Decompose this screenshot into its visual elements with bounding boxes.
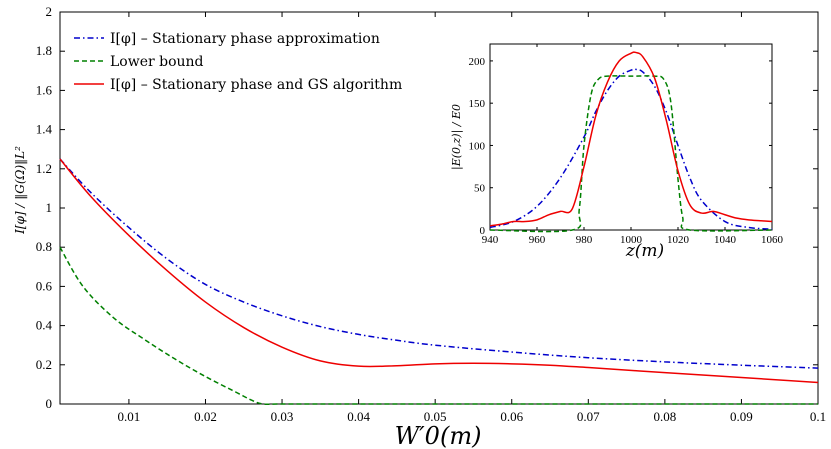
main-x-tick-label: 0.05 [424, 409, 447, 424]
legend-label-stationary: I[φ] – Stationary phase approximation [110, 31, 380, 47]
main-y-tick-label: 0.6 [36, 278, 53, 293]
inset-x-tick-label: 1060 [761, 234, 784, 246]
main-x-tick-label: 0.02 [194, 409, 217, 424]
main-series-1-line [59, 246, 818, 406]
main-y-axis-label: I[φ] / ‖G(Ω)‖L² [13, 146, 27, 235]
inset-x-axis-label: z(m) [625, 241, 664, 261]
main-y-tick-label: 0 [46, 396, 53, 411]
main-series [59, 158, 819, 406]
legend: I[φ] – Stationary phase approximation Lo… [74, 31, 402, 93]
main-y-tick-label: 2 [46, 4, 53, 19]
main-ticks: 0.01 0.02 0.03 0.04 0.05 0.06 0.07 0.08 0.09 0.1 0… [36, 4, 826, 424]
inset-series-1-line [489, 75, 773, 233]
inset-x-tick-label: 940 [482, 234, 499, 246]
inset-x-tick-label: 1040 [714, 234, 737, 246]
main-x-tick-label: 0.01 [118, 409, 141, 424]
inset-plot-frame [489, 43, 773, 231]
main-y-tick-label: 1.8 [36, 43, 52, 58]
inset-series [489, 51, 773, 233]
inset-y-axis-label: |E(0,z)| / E0 [450, 104, 464, 170]
main-y-tick-label: 0.8 [36, 239, 52, 254]
inset-x-tick-label: 1000 [620, 234, 643, 246]
main-y-tick-label: 1.4 [36, 122, 53, 137]
legend-label-gs: I[φ] – Stationary phase and GS algorithm [110, 77, 402, 93]
main-y-tick-label: 0.2 [36, 357, 52, 372]
inset-y-tick-label: 100 [469, 140, 486, 152]
main-x-tick-label: 0.08 [653, 409, 676, 424]
inset-y-tick-label: 200 [469, 56, 486, 68]
main-x-tick-label: 0.09 [730, 409, 753, 424]
inset-series-0-line [489, 68, 773, 230]
main-x-tick-label: 0.03 [271, 409, 294, 424]
inset-y-tick-label: 50 [474, 183, 486, 195]
main-x-tick-label: 0.07 [577, 409, 600, 424]
inset-x-tick-label: 1020 [667, 234, 690, 246]
legend-label-lower: Lower bound [110, 54, 204, 70]
main-x-tick-label: 0.1 [810, 409, 826, 424]
main-x-tick-label: 0.06 [500, 409, 523, 424]
main-x-tick-label: 0.04 [347, 409, 370, 424]
main-series-2-line [59, 158, 819, 384]
inset-x-tick-label: 980 [576, 234, 593, 246]
inset-series-2-line [489, 51, 773, 227]
inset-y-tick-label: 0 [480, 225, 486, 237]
main-y-tick-label: 1 [46, 200, 53, 215]
main-x-axis-label: W′0(m) [395, 422, 482, 449]
main-series-0-line [59, 158, 819, 369]
inset-ticks: 940 960 980 1000 1020 1040 1060 0 50 100 150 200 [469, 44, 784, 246]
main-y-tick-label: 1.6 [36, 82, 53, 97]
inset-x-tick-label: 960 [529, 234, 546, 246]
main-y-tick-label: 0.4 [36, 318, 53, 333]
main-y-tick-label: 1.2 [36, 161, 52, 176]
inset-chart: 940 960 980 1000 1020 1040 1060 0 50 100 150 200 z(… [450, 43, 784, 261]
inset-y-tick-label: 150 [469, 98, 486, 110]
